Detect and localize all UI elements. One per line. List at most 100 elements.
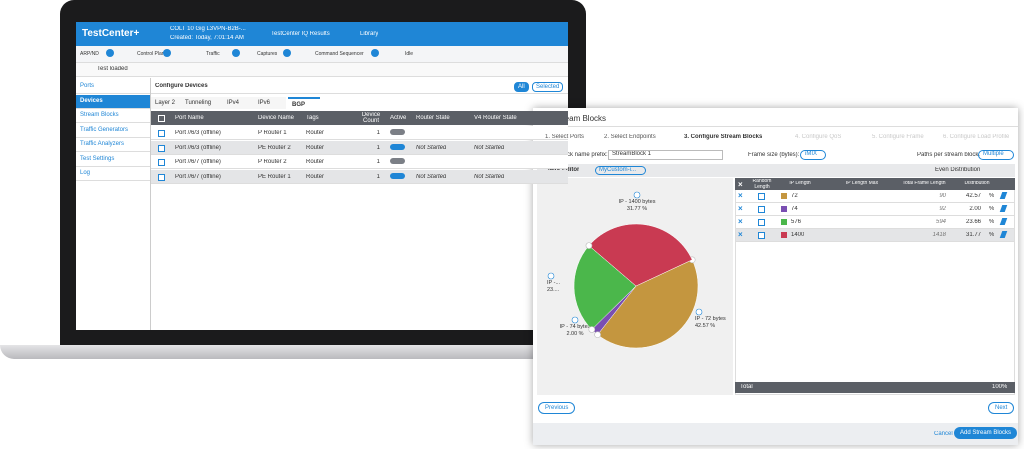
- table-row: [151, 140, 568, 155]
- table-row: [736, 229, 1014, 242]
- device-count: 1: [376, 173, 380, 180]
- filter-toggle[interactable]: All: [514, 82, 529, 92]
- color-swatch: [781, 232, 787, 238]
- name-prefix-input[interactable]: StreamBlock 1: [608, 150, 723, 160]
- wizard-step: 2. Select Endpoints: [604, 134, 656, 140]
- checkbox[interactable]: [158, 144, 165, 152]
- toolbar-button[interactable]: [283, 49, 291, 57]
- tags: Router: [306, 159, 325, 165]
- toolbar-label[interactable]: Command Sequencer: [315, 51, 364, 57]
- dialog-title: Add Stream Blocks: [538, 114, 607, 123]
- pie-slice: [597, 259, 699, 349]
- toolbar-button[interactable]: [371, 49, 379, 57]
- unit: %: [989, 219, 995, 225]
- tab[interactable]: Tunneling: [181, 97, 225, 109]
- port-name: Port //6/7 (offline): [175, 159, 221, 165]
- device-count: 1: [376, 159, 380, 165]
- status: Test loaded: [97, 66, 128, 72]
- column-header: Active: [390, 115, 407, 121]
- delete-icon[interactable]: ×: [738, 204, 743, 213]
- delete-icon[interactable]: ×: [738, 230, 743, 239]
- logo: TestCenter+: [82, 28, 140, 39]
- toolbar-button[interactable]: [232, 49, 240, 57]
- sidebar-item[interactable]: Stream Blocks: [76, 109, 150, 123]
- pie-slice: [573, 245, 637, 330]
- toolbar: [76, 46, 568, 63]
- tab[interactable]: Layer 2: [151, 97, 183, 109]
- column-header: IP Length Max: [845, 181, 879, 186]
- sidebar-item[interactable]: Log: [76, 167, 150, 181]
- app-header: [76, 22, 568, 46]
- slice-label: 23....: [547, 287, 560, 293]
- delete-icon: ×: [738, 180, 743, 189]
- ip-length: 72: [791, 193, 798, 199]
- submit-button[interactable]: Add Stream Blocks: [954, 427, 1018, 439]
- table-row: [151, 155, 568, 169]
- table-row: [736, 216, 1014, 229]
- toolbar-label[interactable]: Control Plane: [137, 51, 168, 57]
- tab[interactable]: IPv6: [254, 97, 286, 109]
- slice-handle: [594, 331, 601, 338]
- preset-select[interactable]: MyCustom-i...: [595, 166, 646, 175]
- toolbar-label[interactable]: Idle: [405, 51, 414, 57]
- column-header: V4 Router State: [474, 115, 517, 121]
- column-header: Device Name: [258, 115, 295, 121]
- toolbar-label[interactable]: Traffic: [206, 51, 220, 57]
- paths-label: Paths per stream block:: [917, 152, 981, 158]
- device-name: P Router 2: [258, 159, 287, 165]
- checkbox[interactable]: [158, 173, 165, 181]
- sidebar-item[interactable]: Traffic Generators: [76, 124, 150, 138]
- active-toggle[interactable]: [390, 143, 405, 150]
- toolbar-label[interactable]: Captures: [257, 51, 278, 57]
- cancel-button[interactable]: Cancel: [934, 431, 953, 437]
- wizard-step: 3. Configure Stream Blocks: [684, 134, 763, 140]
- paths-select[interactable]: Multiple: [978, 150, 1014, 160]
- frame-size-select[interactable]: iMIX: [800, 150, 826, 160]
- column-header: Tags: [306, 115, 319, 121]
- sidebar-item[interactable]: Test Settings: [76, 153, 150, 167]
- checkbox[interactable]: [158, 159, 165, 166]
- even-distribution[interactable]: Even Distribution: [935, 167, 981, 173]
- checkbox[interactable]: [158, 130, 165, 137]
- table-header: [735, 178, 1015, 190]
- wizard-step: 5. Configure Frame: [872, 134, 924, 140]
- active-toggle[interactable]: [390, 172, 405, 179]
- sidebar-item[interactable]: Devices: [76, 94, 150, 109]
- label-marker: [633, 191, 641, 199]
- column-header: Total Frame Length: [902, 181, 946, 186]
- checkbox[interactable]: [758, 219, 765, 226]
- tab[interactable]: IPv4: [223, 97, 255, 109]
- results-link[interactable]: TestCenter IQ Results: [271, 31, 330, 37]
- divider: [533, 126, 1018, 127]
- delete-icon[interactable]: ×: [738, 217, 743, 226]
- distribution: 42.57: [965, 193, 981, 199]
- table-row: [151, 169, 568, 184]
- checkbox[interactable]: [158, 115, 165, 122]
- toolbar-button[interactable]: [163, 49, 171, 57]
- checkbox[interactable]: [758, 206, 765, 213]
- sidebar-item[interactable]: Traffic Analyzers: [76, 138, 150, 152]
- v4-router-state: Not Started: [474, 173, 505, 180]
- unit: %: [989, 232, 995, 238]
- checkbox[interactable]: [758, 232, 765, 239]
- total: 100%: [992, 384, 1008, 390]
- previous-button[interactable]: Previous: [538, 402, 576, 414]
- filter-toggle[interactable]: Selected: [532, 82, 564, 92]
- toolbar-label[interactable]: ARP/ND: [80, 51, 99, 57]
- checkbox[interactable]: [758, 193, 765, 200]
- color-swatch: [781, 193, 787, 199]
- column-header: IP Length: [789, 181, 811, 186]
- library-link[interactable]: Library: [360, 31, 379, 37]
- tab[interactable]: BGP: [288, 97, 320, 111]
- delete-icon[interactable]: ×: [738, 191, 743, 200]
- sidebar-item[interactable]: Ports: [76, 80, 150, 94]
- port-name: Port //6/7 (offline): [175, 173, 221, 180]
- next-button[interactable]: Next: [988, 402, 1015, 414]
- active-toggle[interactable]: [390, 158, 405, 164]
- toolbar-button[interactable]: [106, 49, 114, 57]
- table-footer: [735, 382, 1015, 393]
- active-toggle[interactable]: [390, 129, 405, 135]
- slice-handle: [588, 326, 596, 333]
- wizard-step: 1. Select Ports: [545, 134, 585, 140]
